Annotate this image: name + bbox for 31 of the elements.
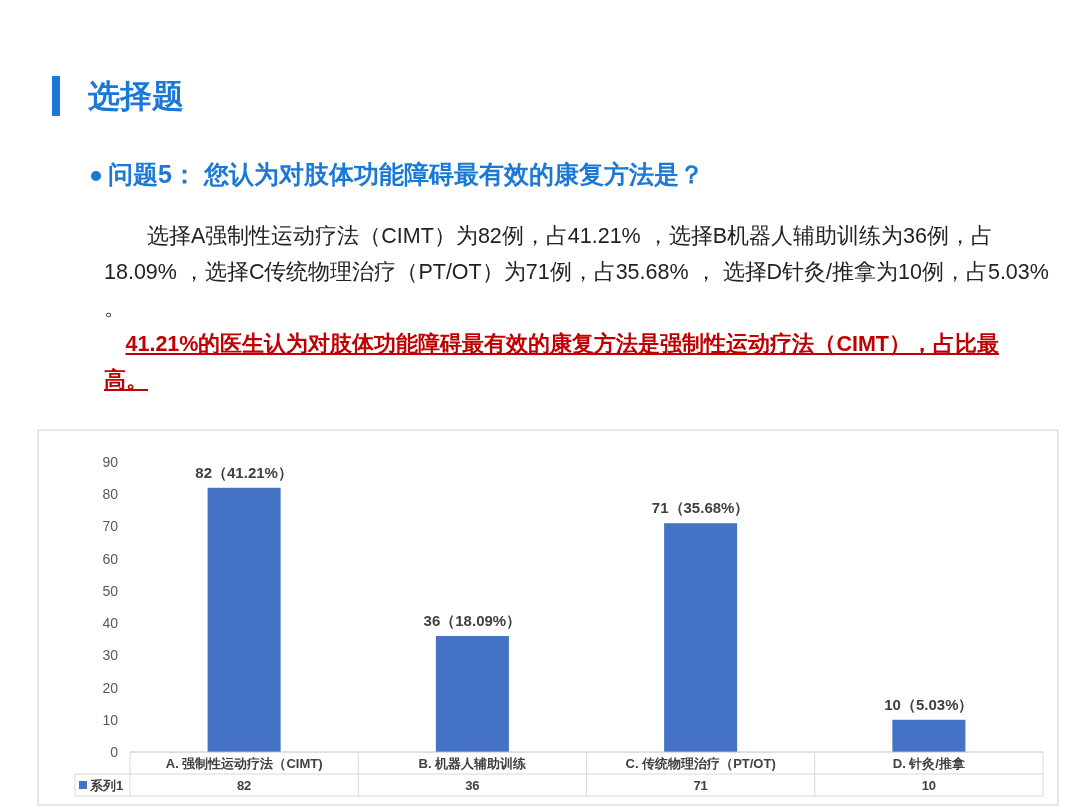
x-tick-label: A. 强制性运动疗法（CIMT) bbox=[165, 756, 323, 771]
y-tick-label: 80 bbox=[102, 486, 119, 503]
chart-subtitle: 问题5： 您认为对肢体功能障碍最有效的康复方法是？ bbox=[108, 159, 704, 190]
x-tick-label: C. 传统物理治疗（PT/OT) bbox=[625, 756, 776, 771]
y-tick-label: 30 bbox=[102, 647, 119, 664]
y-tick-label: 10 bbox=[102, 711, 119, 728]
bar bbox=[435, 636, 509, 752]
text: 选择A强制性运动疗法（CIMT）为82例，占41.21% ，选择B机器人辅助训练为36例，占18.09% ，选择C传统物理治疗（PT/OT）为71例，占35.68% ， 选择D针灸/推拿为10例，占5.03% 。 bbox=[104, 223, 1049, 322]
y-tick-label: 50 bbox=[102, 582, 119, 599]
y-tick-label: 0 bbox=[110, 744, 119, 760]
text: 71 bbox=[693, 778, 708, 793]
x-tick-label: D. 针灸/推拿 bbox=[892, 756, 965, 771]
y-tick-label: 60 bbox=[102, 550, 119, 567]
data-label: 82（41.21%） bbox=[195, 463, 293, 481]
legend-label: 系列1 bbox=[89, 778, 124, 793]
y-tick-label: 40 bbox=[102, 615, 119, 632]
chart-title: 选择题 bbox=[52, 76, 184, 116]
bar bbox=[664, 523, 738, 752]
text: 41.21%的医生认为对肢体功能障碍最有效的康复方法是强制性运动疗法（CIMT），占比最高。 bbox=[104, 331, 1000, 394]
text: 10 bbox=[921, 778, 937, 793]
x-tick-label: B. 机器人辅助训练 bbox=[418, 756, 527, 771]
data-label: 10（5.03%） bbox=[884, 695, 974, 713]
bar bbox=[207, 487, 281, 752]
y-tick-label: 20 bbox=[102, 679, 119, 696]
y-tick-label: 70 bbox=[102, 518, 119, 535]
data-label: 71（35.68%） bbox=[651, 499, 750, 517]
text: 82 bbox=[236, 778, 252, 793]
bar bbox=[892, 719, 966, 752]
data-label: 36（18.09%） bbox=[423, 612, 522, 629]
text: 36 bbox=[465, 778, 480, 793]
y-tick-label: 90 bbox=[102, 454, 119, 470]
